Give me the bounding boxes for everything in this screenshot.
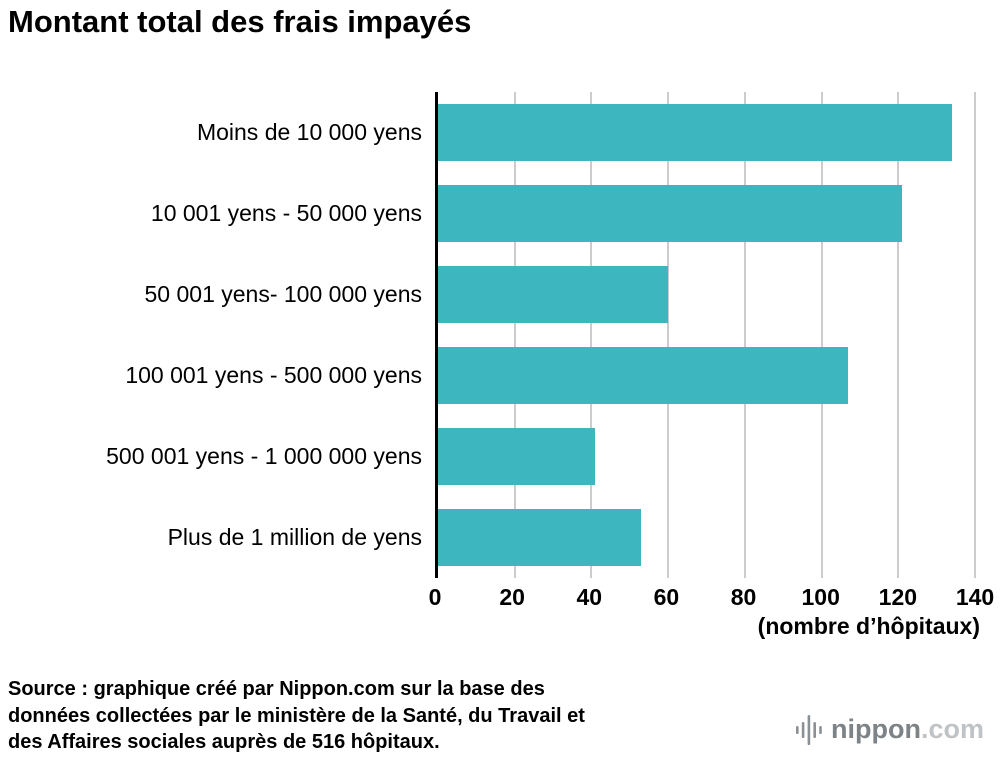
plot-area [435,92,976,578]
gridline [974,92,976,578]
x-tick-label: 140 [955,584,995,610]
gridline [667,92,670,578]
source-line: données collectées par le ministère de l… [8,704,585,727]
category-label: Moins de 10 000 yens [196,119,422,145]
x-tick-label: 40 [576,584,603,610]
category-label: 50 001 yens- 100 000 yens [144,281,422,307]
soundwave-icon [796,714,822,745]
bar-2 [438,266,669,323]
x-tick-label: 20 [499,584,525,610]
source-line: des Affaires sociales auprès de 516 hôpi… [8,731,440,754]
x-tick-label: 100 [801,584,840,610]
gridline [513,92,516,578]
y-axis-labels: Moins de 10 000 yens 10 001 yens - 50 000… [0,92,422,578]
source-note: Source : graphique créé par Nippon.com s… [8,676,585,756]
bar-4 [438,428,596,485]
bar-3 [438,347,849,404]
x-tick-label: 80 [730,584,757,610]
category-label: 10 001 yens - 50 000 yens [150,200,422,226]
bar-1 [438,185,903,242]
category-label: 500 001 yens - 1 000 000 yens [106,443,422,469]
logo-wordmark: nippon.com [831,714,984,745]
gridline [590,92,593,578]
x-tick-label: 120 [878,584,918,610]
x-axis-caption: (nombre d’hôpitaux) [757,613,980,639]
gridline [820,92,823,578]
bar-0 [438,104,952,161]
logo-text-nippon: nippon [831,714,921,744]
gridline [743,92,746,578]
gridline [897,92,900,578]
logo-text-domain: .com [920,714,984,744]
x-tick-label: 0 [428,584,442,610]
nippon-logo: nippon.com [796,714,984,745]
category-label: 100 001 yens - 500 000 yens [125,362,422,388]
page-title: Montant total des frais impayés [8,4,472,39]
x-tick-label: 60 [653,584,680,610]
bar-5 [438,509,642,566]
source-line: Source : graphique créé par Nippon.com s… [8,678,545,700]
x-axis-ticks: 0 20 40 60 80 100 120 140 [429,584,995,612]
category-label: Plus de 1 million de yens [167,524,422,550]
